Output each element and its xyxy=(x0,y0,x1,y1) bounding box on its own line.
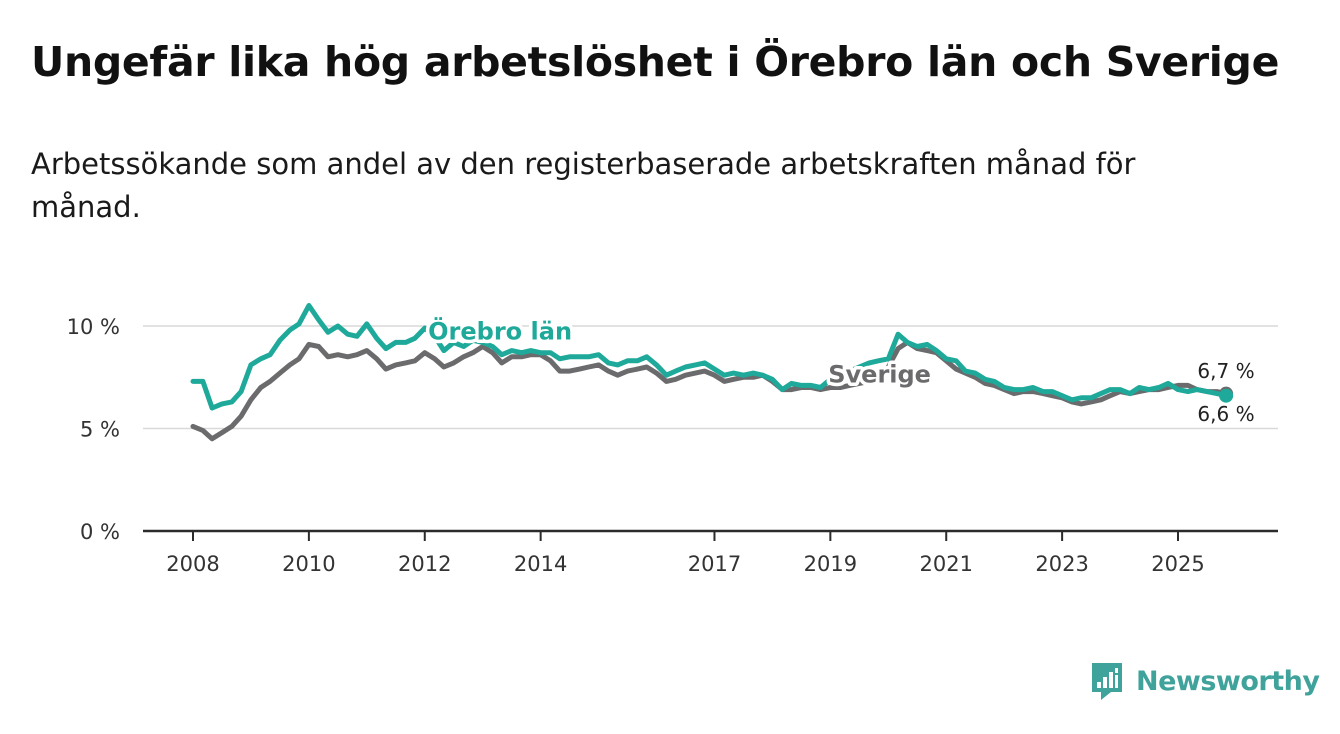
series-labels: Örebro län Sverige 6,7 % 6,6 % xyxy=(425,312,1258,429)
x-tick-label: 2025 xyxy=(1151,552,1204,576)
y-axis-ticks: 0 % 5 % 10 % xyxy=(67,315,120,544)
chart-subtitle: Arbetssökande som andel av den registerb… xyxy=(31,147,1136,224)
series-end-dot-orebro-lan xyxy=(1219,388,1234,403)
newsworthy-logo-icon xyxy=(1092,663,1122,700)
x-tick-label: 2008 xyxy=(166,552,219,576)
y-tick-label: 10 % xyxy=(67,315,120,339)
x-tick-label: 2021 xyxy=(920,552,973,576)
y-tick-label: 5 % xyxy=(80,418,120,442)
series-lines xyxy=(190,303,1234,442)
y-tick-label: 0 % xyxy=(80,520,120,544)
series-label-orebro-lan: Örebro län xyxy=(428,315,572,345)
newsworthy-brand[interactable]: Newsworthy xyxy=(1089,660,1320,702)
x-tick-label: 2010 xyxy=(282,552,335,576)
chart-title: Ungefär lika hög arbetslöshet i Örebro l… xyxy=(31,38,1280,86)
x-tick-label: 2017 xyxy=(688,552,741,576)
brand-name: Newsworthy xyxy=(1136,665,1320,697)
x-tick-label: 2012 xyxy=(398,552,451,576)
series-line-orebro-lan xyxy=(190,303,1229,411)
end-value-label-sverige: 6,7 % xyxy=(1197,359,1254,383)
series-line-sverige xyxy=(190,339,1229,442)
x-tick-label: 2019 xyxy=(804,552,857,576)
x-axis-ticks: 2008 2010 2012 2014 2017 2019 2021 2023 2025 xyxy=(166,531,1205,576)
x-tick-label: 2014 xyxy=(514,552,567,576)
series-label-sverige: Sverige xyxy=(828,360,931,388)
gridlines xyxy=(143,325,1278,430)
x-tick-label: 2023 xyxy=(1035,552,1088,576)
end-value-label-orebro-lan: 6,6 % xyxy=(1197,402,1254,426)
